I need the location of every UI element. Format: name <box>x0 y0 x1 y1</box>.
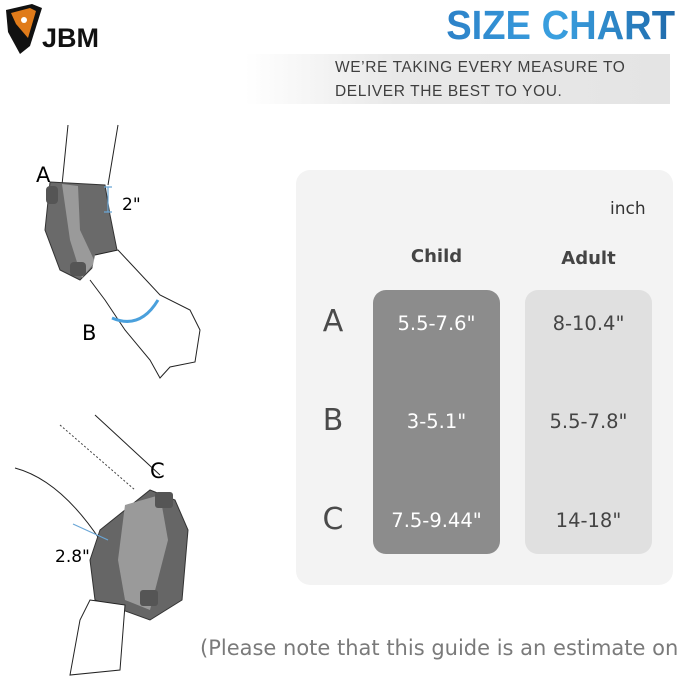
cell-b-adult: 5.5-7.8" <box>549 410 628 433</box>
cell-c-adult: 14-18" <box>555 509 622 532</box>
tagline-line-2: DELIVER THE BEST TO YOU. <box>335 83 563 100</box>
cell-c-child: 7.5-9.44" <box>391 509 482 532</box>
column-header-child: Child <box>410 246 463 267</box>
tagline-line-1: WE’RE TAKING EVERY MEASURE TO <box>335 59 626 76</box>
tagline-band <box>245 54 670 104</box>
knee-width-label: 2.8" <box>55 547 90 567</box>
column-header-adult: Adult <box>561 248 616 269</box>
adult-column <box>525 290 652 554</box>
elbow-width-label: 2" <box>122 195 141 215</box>
label-a: A <box>36 163 51 187</box>
estimate-note: (Please note that this guide is an estim… <box>200 636 679 660</box>
jbm-logo: JBM <box>6 4 99 54</box>
page-title: SIZE CHART <box>438 2 675 49</box>
cell-b-child: 3-5.1" <box>406 410 467 433</box>
elbow-illustration: A B 2" <box>36 124 201 379</box>
unit-label: inch <box>610 199 646 219</box>
row-label-b: B <box>322 403 344 438</box>
row-label-a: A <box>322 304 344 339</box>
svg-text:JBM: JBM <box>42 23 99 53</box>
label-c: C <box>150 459 165 483</box>
cell-a-child: 5.5-7.6" <box>397 312 476 335</box>
label-b: B <box>82 321 96 345</box>
row-label-c: C <box>322 502 344 537</box>
cell-a-adult: 8-10.4" <box>552 312 625 335</box>
knee-illustration: C 2.8" <box>14 414 189 676</box>
child-column <box>373 290 500 554</box>
